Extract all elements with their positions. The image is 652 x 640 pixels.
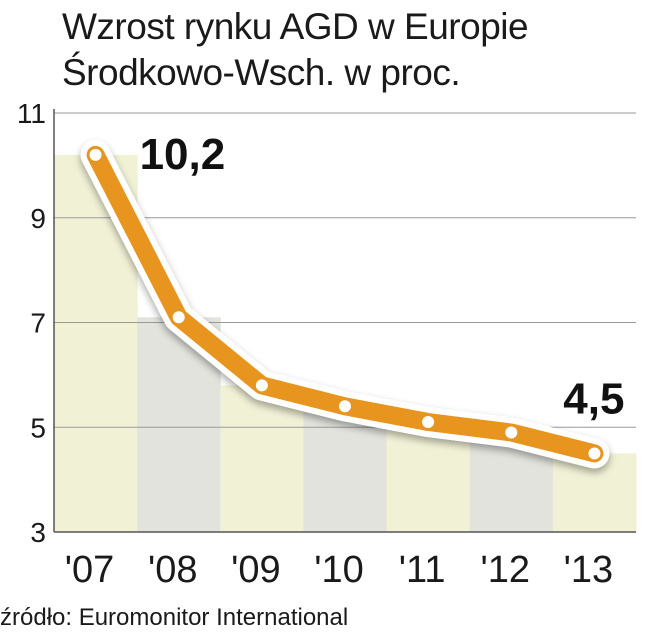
x-tick-label: '07: [65, 549, 115, 591]
data-point-3: [339, 400, 351, 413]
data-point-1: [172, 311, 185, 324]
data-point-2: [255, 379, 268, 392]
x-tick-label: '11: [399, 549, 446, 591]
y-axis-ticks: 3 5 7 9 11: [17, 98, 46, 548]
data-point-5: [505, 426, 518, 439]
data-point-4: [422, 416, 435, 429]
data-points: [89, 148, 601, 460]
x-tick-label: '13: [564, 549, 614, 591]
data-point-0: [89, 148, 102, 161]
y-tick-label: 11: [17, 98, 46, 129]
data-point-6: [588, 447, 601, 460]
x-tick-label: '10: [314, 549, 364, 591]
chart-title-line-1: Wzrost rynku AGD w Europie: [62, 6, 529, 47]
source-note: źródło: Euromonitor International: [0, 604, 349, 631]
band-2: [220, 385, 304, 532]
chart-title-line-2: Środkowo-Wsch. w proc.: [62, 52, 461, 93]
line-chart: 3 5 7 9 11 '07 '08 '09 '10 '11 '12 '13 10,2 4,5: [17, 98, 637, 591]
y-tick-label: 9: [30, 203, 46, 234]
annotation-label: 4,5: [563, 374, 624, 423]
y-tick-label: 5: [30, 412, 46, 443]
x-axis-ticks: '07 '08 '09 '10 '11 '12 '13: [65, 549, 613, 591]
y-tick-label: 3: [30, 517, 46, 548]
y-tick-label: 7: [30, 308, 46, 339]
annotations: 10,2 4,5: [140, 130, 625, 424]
chart-title: Wzrost rynku AGD w Europie Środkowo-Wsch…: [62, 4, 642, 96]
x-tick-label: '09: [231, 549, 281, 591]
x-tick-label: '12: [481, 549, 531, 591]
annotation-label: 10,2: [140, 130, 226, 179]
x-tick-label: '08: [148, 549, 198, 591]
